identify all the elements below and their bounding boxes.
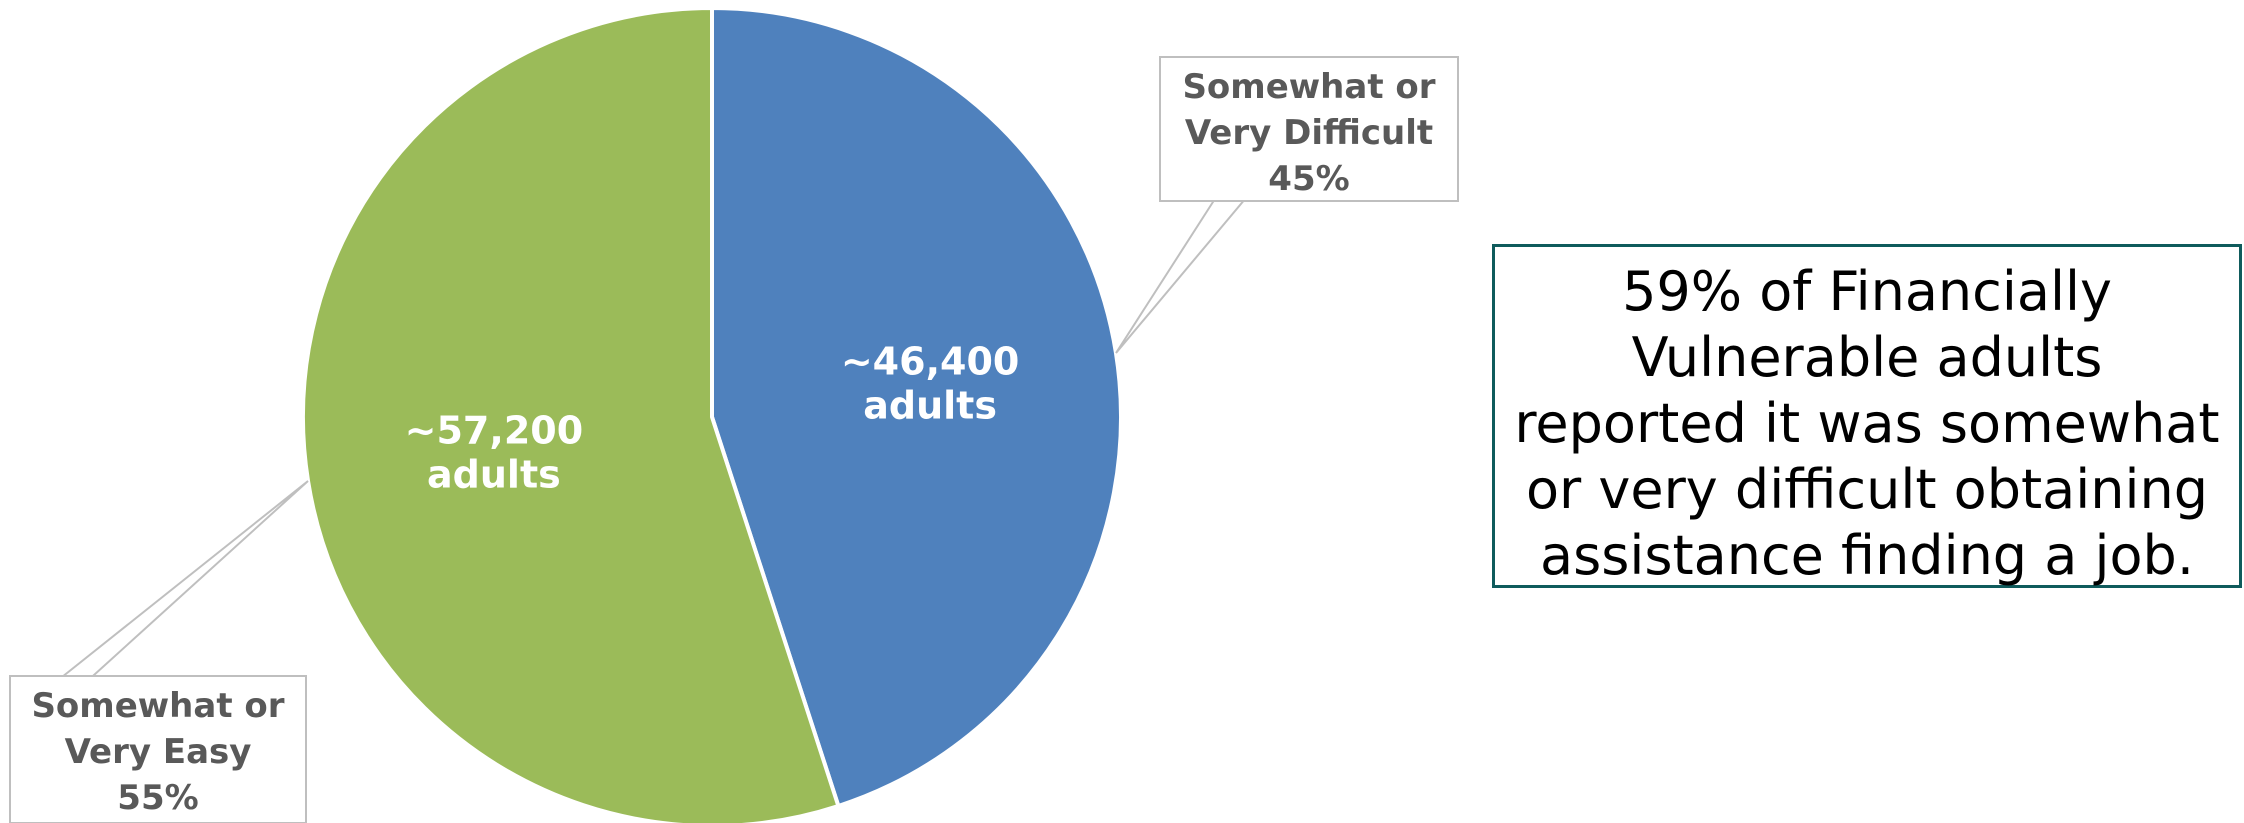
callout-line-2: Vulnerable adults: [1631, 326, 2103, 389]
leader-line-2: [60, 480, 309, 677]
pie-slice-2: [301, 6, 841, 823]
pie-slice-1: [710, 6, 1123, 808]
callout-line-1: 59% of Financially: [1622, 260, 2112, 323]
leader-line-1: [1115, 200, 1246, 354]
category-label-box-1: [1159, 56, 1459, 202]
slice-value-label-1: ~46,400 adults: [841, 339, 1019, 427]
callout-line-5: assistance finding a job.: [1540, 524, 2194, 587]
category-label-2: Somewhat or Very Easy 55%: [31, 686, 284, 818]
callout-line-4: or very difficult obtaining: [1526, 458, 2208, 521]
slice-value-label-2: ~57,200 adults: [405, 409, 583, 497]
key-finding-callout: 59% of Financially Vulnerable adults rep…: [1492, 244, 2242, 588]
callout-line-3: reported it was somewhat: [1514, 392, 2220, 455]
category-label-1: Somewhat or Very Difficult 45%: [1182, 67, 1435, 199]
category-label-box-2: [9, 675, 307, 823]
